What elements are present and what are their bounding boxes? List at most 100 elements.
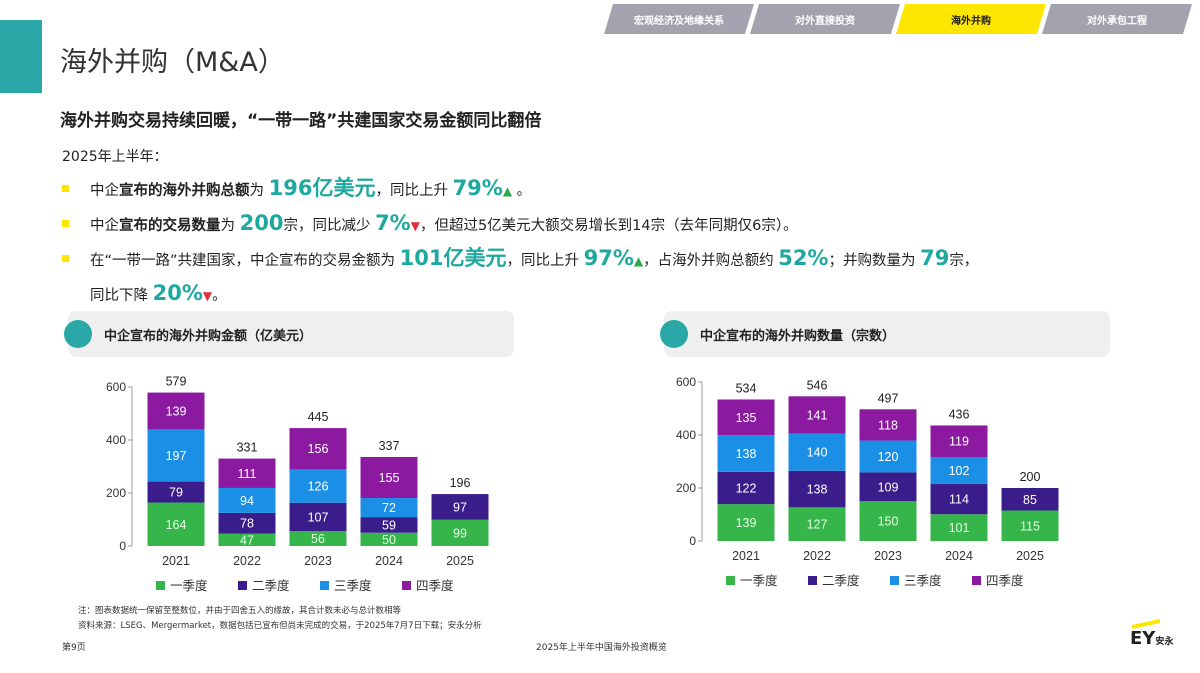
total-label: 497 bbox=[878, 391, 899, 405]
text: ，但超过5亿美元大额交易增长到14宗（去年同期仅6宗）。 bbox=[419, 218, 798, 234]
data-label: 107 bbox=[308, 510, 329, 524]
total-label: 546 bbox=[807, 378, 828, 392]
bar-segment bbox=[930, 456, 988, 485]
data-label: 72 bbox=[382, 501, 396, 515]
tab-ma[interactable]: 海外并购 bbox=[896, 4, 1046, 34]
text: 在“一带一路”共建国家，中企宣布的交易金额为 bbox=[90, 253, 400, 269]
highlight-value: 79% bbox=[452, 176, 503, 200]
down-arrow-icon: ▼ bbox=[410, 219, 420, 233]
tab-fdi[interactable]: 对外直接投资 bbox=[750, 4, 900, 34]
legend-swatch bbox=[890, 576, 899, 585]
data-label: 164 bbox=[166, 518, 187, 532]
data-label: 139 bbox=[736, 516, 757, 530]
bar-segment bbox=[431, 494, 489, 520]
down-arrow-icon: ▼ bbox=[202, 289, 213, 303]
data-label: 79 bbox=[169, 486, 183, 500]
logo-text: EY bbox=[1130, 628, 1156, 649]
bar-segment bbox=[1001, 488, 1059, 511]
headline: 海外并购交易持续回暖，“一带一路”共建国家交易金额同比翻倍 bbox=[60, 111, 542, 131]
bar-segment bbox=[859, 440, 917, 473]
amount-chart: 0 200 400 600 164 79 197 139 579 2021 47 78 94 111 331… bbox=[106, 375, 489, 593]
legend-swatch bbox=[402, 581, 411, 590]
data-label: 56 bbox=[311, 532, 325, 546]
data-label: 59 bbox=[382, 518, 396, 532]
text: 为 bbox=[220, 218, 240, 234]
total-label: 534 bbox=[736, 381, 757, 395]
legend-swatch bbox=[726, 576, 735, 585]
x-tick-label: 2023 bbox=[304, 554, 332, 568]
y-tick-label: 0 bbox=[119, 539, 126, 553]
x-tick-label: 2022 bbox=[233, 554, 261, 568]
y-tick-label: 600 bbox=[676, 375, 696, 389]
data-label: 101 bbox=[949, 521, 970, 535]
highlight-value: 52% bbox=[778, 246, 829, 270]
bar-segment bbox=[360, 498, 418, 518]
intro: 2025年上半年： bbox=[62, 149, 168, 165]
legend-label: 四季度 bbox=[986, 573, 1024, 588]
bar-segment bbox=[147, 392, 205, 430]
x-tick-label: 2021 bbox=[732, 549, 760, 563]
data-label: 140 bbox=[807, 446, 828, 460]
chart-note: 注：图表数据统一保留至整数位，并由于四舍五入的缘故，其合计数未必与总计数相等 bbox=[78, 606, 402, 616]
y-tick-label: 400 bbox=[676, 428, 696, 442]
tab-macro[interactable]: 宏观经济及地缘关系 bbox=[604, 4, 754, 34]
tab-contracting[interactable]: 对外承包工程 bbox=[1042, 4, 1192, 34]
chart-title: 中企宣布的海外并购金额（亿美元） bbox=[104, 328, 313, 344]
bar-segment bbox=[289, 428, 347, 470]
data-label: 197 bbox=[166, 449, 187, 463]
legend-label: 四季度 bbox=[416, 578, 454, 593]
bar-segment bbox=[147, 481, 205, 503]
data-label: 99 bbox=[453, 526, 467, 540]
text: ，同比上升 bbox=[375, 183, 453, 199]
bar-segment bbox=[717, 435, 775, 472]
text: 宣布的海外并购总额 bbox=[119, 183, 250, 199]
text: 中企 bbox=[90, 218, 119, 234]
data-label: 97 bbox=[453, 500, 467, 514]
highlight-value: 200 bbox=[239, 211, 284, 235]
total-label: 200 bbox=[1020, 470, 1041, 484]
bullet-list: 中企宣布的海外并购总额为 196亿美元，同比上升 79%▲ 。 中企宣布的交易数… bbox=[62, 172, 1172, 312]
highlight-value: 79 bbox=[920, 246, 950, 270]
legend-swatch bbox=[808, 576, 817, 585]
bar-segment bbox=[360, 532, 418, 546]
text: 。 bbox=[212, 288, 227, 304]
legend-swatch bbox=[972, 576, 981, 585]
bar-segment bbox=[147, 429, 205, 482]
x-tick-label: 2025 bbox=[446, 554, 474, 568]
bar-segment bbox=[289, 502, 347, 532]
data-label: 115 bbox=[1020, 519, 1040, 533]
total-label: 331 bbox=[237, 441, 258, 455]
highlight-value: 7% bbox=[375, 211, 411, 235]
x-tick-label: 2025 bbox=[1016, 549, 1044, 563]
data-label: 119 bbox=[949, 435, 969, 449]
y-tick-label: 0 bbox=[689, 534, 696, 548]
bar-segment bbox=[717, 471, 775, 505]
text: 同比下降 bbox=[90, 288, 153, 304]
bar-segment bbox=[788, 396, 846, 434]
bar-segment bbox=[289, 469, 347, 503]
logo-subtext: 安永 bbox=[1155, 637, 1174, 647]
text: 中企 bbox=[90, 183, 119, 199]
legend-swatch bbox=[238, 581, 247, 590]
bullet-item: 中企宣布的海外并购总额为 196亿美元，同比上升 79%▲ 。 bbox=[62, 172, 1172, 207]
page-title: 海外并购（M&A） bbox=[60, 47, 285, 78]
data-label: 120 bbox=[878, 450, 899, 464]
data-label: 118 bbox=[878, 418, 898, 432]
total-label: 445 bbox=[308, 410, 329, 424]
bullet-item: 中企宣布的交易数量为 200宗，同比减少 7%▼，但超过5亿美元大额交易增长到1… bbox=[62, 207, 1172, 242]
data-label: 155 bbox=[379, 471, 400, 485]
text: 为 bbox=[249, 183, 269, 199]
source-note: 资料来源：LSEG、Mergermarket，数据包括已宣布但尚未完成的交易，于… bbox=[78, 621, 482, 631]
y-tick-label: 600 bbox=[106, 380, 126, 394]
legend-label: 二季度 bbox=[252, 578, 290, 593]
x-tick-label: 2024 bbox=[945, 549, 973, 563]
x-tick-label: 2021 bbox=[162, 554, 190, 568]
data-label: 122 bbox=[736, 482, 757, 496]
data-label: 111 bbox=[237, 467, 256, 481]
bar-segment bbox=[360, 456, 418, 499]
bar-segment bbox=[930, 425, 988, 457]
chart-title-panel: 中企宣布的海外并购数量（宗数） bbox=[660, 311, 1110, 357]
legend-label: 二季度 bbox=[822, 573, 860, 588]
count-chart: 0 200 400 600 139 122 138 135 534 2021 127 138 140 14… bbox=[676, 375, 1059, 588]
highlight-value: 196亿美元 bbox=[268, 176, 376, 200]
